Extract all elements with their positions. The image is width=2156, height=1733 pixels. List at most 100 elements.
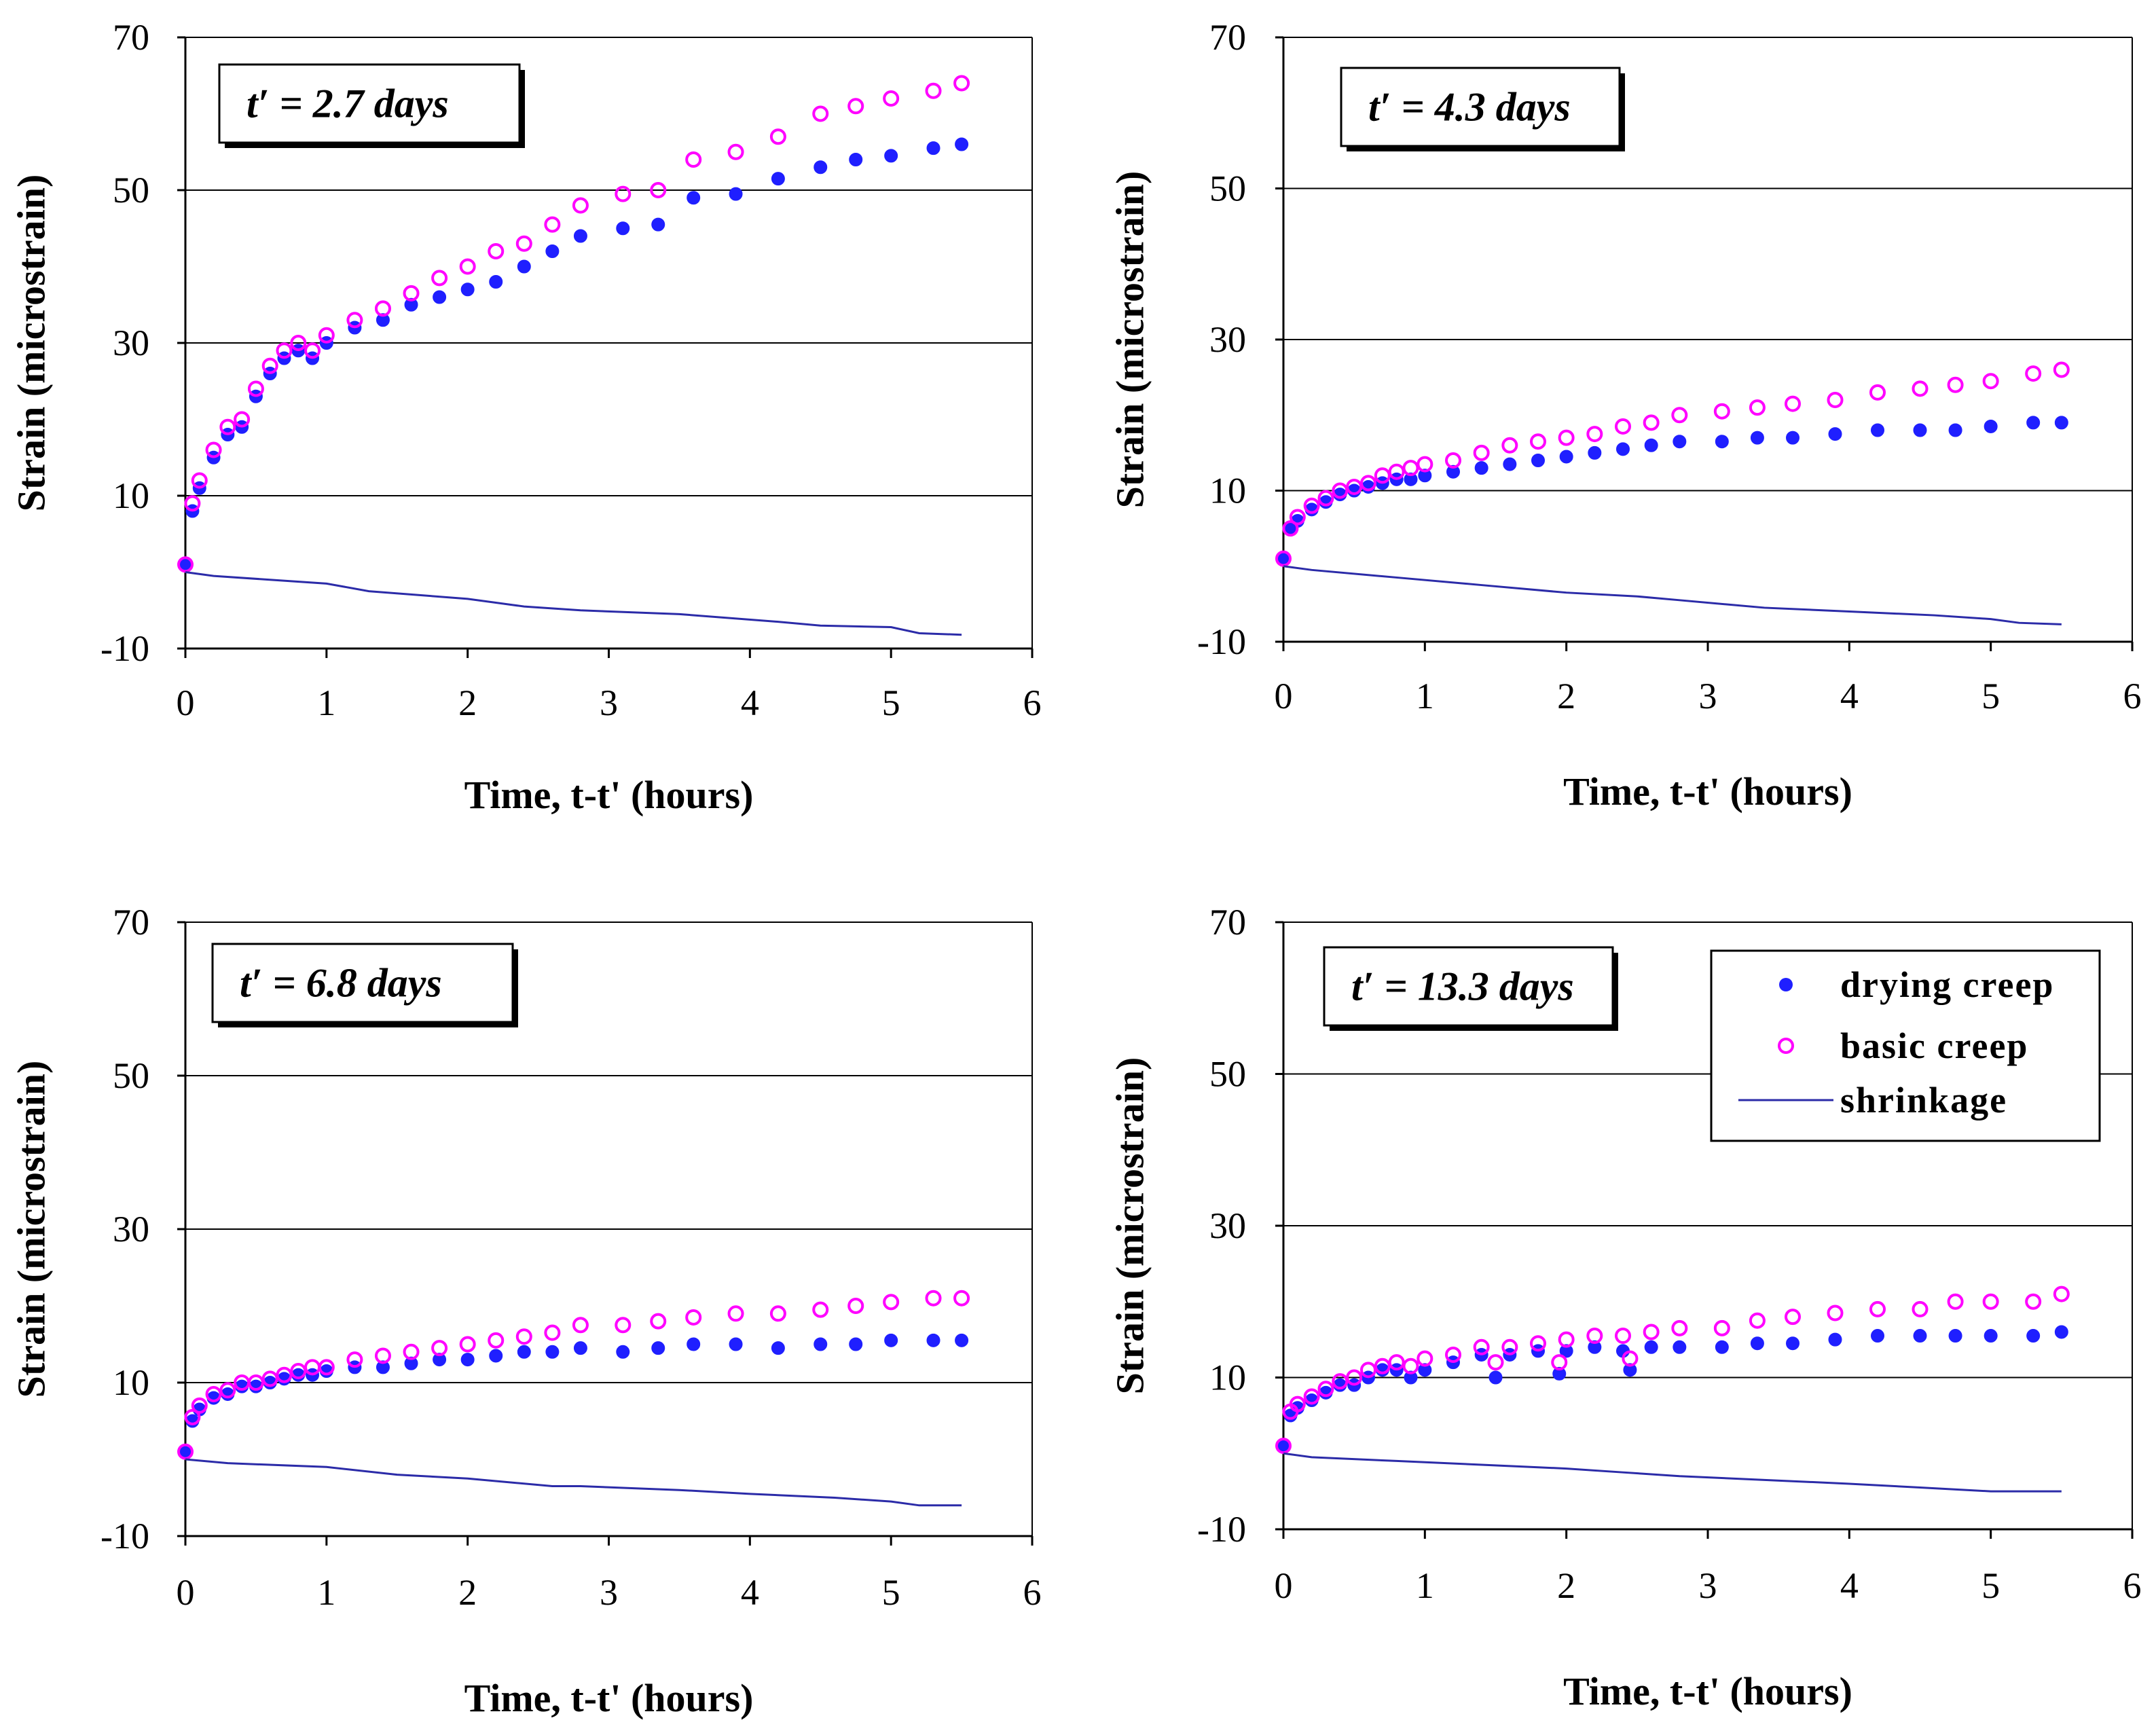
y-tick-label: 30 — [113, 323, 149, 363]
point-basic-creep — [290, 1363, 307, 1380]
point-basic-creep — [431, 270, 448, 287]
point-basic-creep — [304, 342, 321, 359]
point-basic-creep — [1445, 452, 1461, 469]
x-tick-label: 3 — [600, 1572, 618, 1613]
point-basic-creep — [403, 285, 420, 302]
point-drying-creep — [2026, 416, 2041, 430]
point-drying-creep — [1623, 1363, 1637, 1377]
point-basic-creep — [1713, 1319, 1730, 1336]
y-tick-label: 30 — [1209, 1205, 1246, 1246]
point-drying-creep — [1616, 442, 1630, 456]
y-tick-label: 30 — [1209, 319, 1246, 360]
point-drying-creep — [1588, 1340, 1602, 1354]
point-drying-creep — [460, 282, 475, 297]
point-drying-creep — [1418, 1363, 1432, 1377]
point-drying-creep — [1913, 423, 1927, 437]
point-drying-creep — [545, 244, 560, 258]
point-drying-creep — [2054, 416, 2068, 430]
point-drying-creep — [651, 217, 665, 232]
point-basic-creep — [2053, 1285, 2070, 1302]
x-axis-title: Time, t-t' (hours) — [1563, 1669, 1852, 1713]
point-basic-creep — [247, 380, 264, 397]
point-basic-creep — [1388, 1354, 1405, 1371]
point-drying-creep — [1715, 1340, 1729, 1354]
legend-marker-basic-creep — [1778, 1038, 1794, 1054]
y-axis-title: Strain (microstrain) — [9, 1061, 53, 1398]
point-basic-creep — [1827, 1305, 1844, 1321]
point-drying-creep — [376, 1360, 390, 1374]
point-basic-creep — [374, 300, 391, 317]
point-basic-creep — [184, 495, 201, 512]
point-basic-creep — [459, 258, 476, 275]
legend: drying creep basic creep shrinkage — [1710, 949, 2101, 1142]
point-basic-creep — [1982, 1293, 1999, 1310]
point-basic-creep — [615, 1317, 632, 1334]
point-basic-creep — [925, 1290, 942, 1307]
point-drying-creep — [814, 1337, 828, 1351]
point-drying-creep — [1913, 1329, 1927, 1343]
x-tick-label: 5 — [1981, 676, 2000, 716]
x-tick-label: 4 — [1840, 676, 1859, 716]
point-basic-creep — [1289, 509, 1306, 526]
x-tick-label: 2 — [458, 682, 477, 723]
label-box — [218, 63, 521, 144]
legend-label: basic creep — [1840, 1025, 2028, 1066]
point-basic-creep — [1558, 1331, 1575, 1348]
point-basic-creep — [318, 1359, 335, 1376]
point-drying-creep — [771, 172, 785, 186]
point-basic-creep — [1615, 418, 1631, 435]
point-drying-creep — [955, 1333, 969, 1347]
point-basic-creep — [290, 335, 307, 351]
point-drying-creep — [1474, 461, 1488, 475]
point-drying-creep — [926, 1333, 940, 1347]
y-tick-label: 70 — [113, 17, 149, 58]
point-basic-creep — [431, 1340, 448, 1357]
point-drying-creep — [517, 259, 531, 274]
point-basic-creep — [925, 82, 942, 99]
point-basic-creep — [847, 98, 864, 115]
series-shrinkage-line — [185, 571, 962, 636]
point-basic-creep — [1289, 1395, 1306, 1412]
point-drying-creep — [771, 1341, 785, 1355]
point-basic-creep — [1360, 475, 1376, 492]
point-basic-creep — [488, 1332, 505, 1349]
point-basic-creep — [1473, 444, 1490, 461]
point-basic-creep — [1643, 414, 1660, 431]
y-tick-label: 50 — [1209, 168, 1246, 209]
point-basic-creep — [1360, 1362, 1376, 1379]
point-basic-creep — [488, 243, 505, 259]
point-drying-creep — [616, 221, 630, 236]
point-basic-creep — [1869, 1300, 1886, 1317]
point-basic-creep — [883, 90, 900, 107]
point-basic-creep — [205, 441, 222, 458]
point-drying-creep — [849, 153, 863, 166]
x-tick-label: 2 — [1557, 676, 1575, 716]
point-drying-creep — [849, 1337, 863, 1351]
point-drying-creep — [1559, 450, 1573, 464]
x-tick-label: 2 — [1557, 1565, 1575, 1606]
x-tick-label: 0 — [177, 682, 195, 723]
y-tick-label: 10 — [113, 1362, 149, 1403]
point-basic-creep — [1671, 1319, 1688, 1336]
point-drying-creep — [926, 141, 940, 156]
y-tick-label: 10 — [113, 475, 149, 516]
point-basic-creep — [572, 197, 589, 214]
point-drying-creep — [1871, 1329, 1884, 1343]
point-drying-creep — [1871, 423, 1884, 437]
point-basic-creep — [1317, 1381, 1334, 1398]
point-basic-creep — [219, 1382, 236, 1399]
point-basic-creep — [234, 411, 251, 428]
panel-label: t′ = 13.3 days — [1351, 964, 1574, 1009]
point-basic-creep — [953, 1290, 970, 1307]
point-drying-creep — [1750, 431, 1764, 445]
x-tick-label: 1 — [1416, 1565, 1434, 1606]
y-tick-label: 70 — [113, 902, 149, 943]
chart-panel-bottom-right: -10 10 30 50 70 0 1 2 3 4 5 6 Time, t-t' (hours) Stra… — [1108, 902, 2141, 1713]
point-basic-creep — [1671, 407, 1688, 424]
x-axis-title: Time, t-t' (hours) — [1563, 769, 1852, 814]
x-tick-label: 1 — [1416, 676, 1434, 716]
point-drying-creep — [1673, 1340, 1687, 1354]
point-drying-creep — [573, 229, 587, 243]
y-axis-title: Strain (microstrain) — [1108, 1057, 1152, 1395]
point-drying-creep — [2026, 1329, 2041, 1343]
